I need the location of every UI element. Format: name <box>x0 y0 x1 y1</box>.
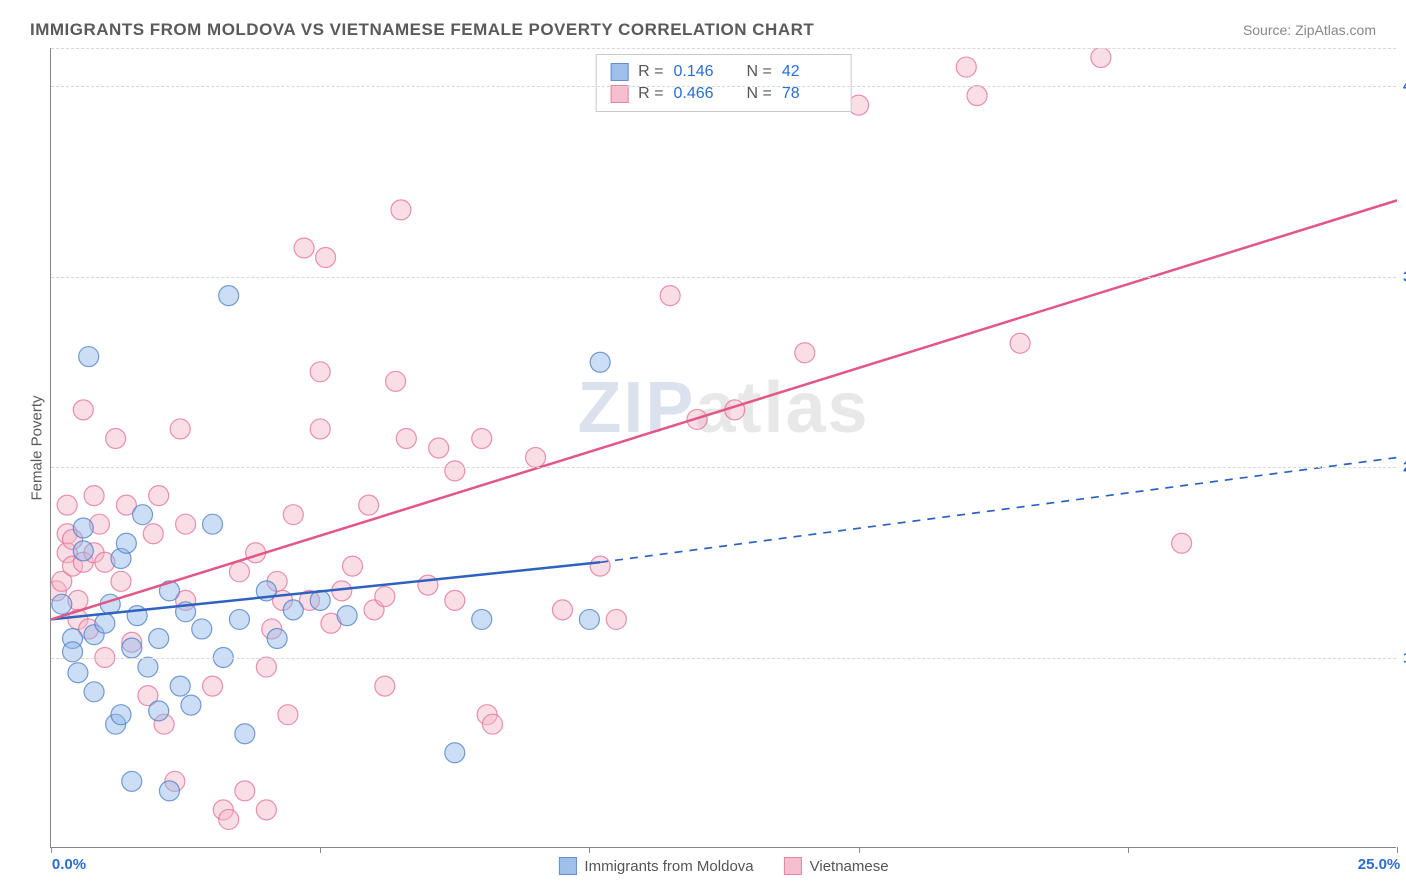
source-value: ZipAtlas.com <box>1295 22 1376 38</box>
legend-item-moldova: Immigrants from Moldova <box>558 857 753 875</box>
plot-area: Female Poverty ZIPatlas R = 0.146 N = 42… <box>50 48 1396 848</box>
moldova-label: Immigrants from Moldova <box>584 858 753 875</box>
legend-row-moldova: R = 0.146 N = 42 <box>610 61 837 83</box>
r-value-moldova: 0.146 <box>674 63 729 81</box>
n-value-moldova: 42 <box>782 63 837 81</box>
source: Source: ZipAtlas.com <box>1243 22 1376 38</box>
source-label: Source: <box>1243 22 1291 38</box>
vietnamese-swatch <box>784 857 802 875</box>
chart-title: IMMIGRANTS FROM MOLDOVA VS VIETNAMESE FE… <box>30 20 814 40</box>
series-legend: Immigrants from Moldova Vietnamese <box>558 857 888 875</box>
vietnamese-swatch <box>610 85 628 103</box>
r-value-vietnamese: 0.466 <box>674 85 729 103</box>
r-label: R = <box>638 63 663 81</box>
chart-container: IMMIGRANTS FROM MOLDOVA VS VIETNAMESE FE… <box>0 0 1406 892</box>
correlation-legend: R = 0.146 N = 42 R = 0.466 N = 78 <box>595 54 852 112</box>
scatter-plot-svg <box>51 48 1397 848</box>
moldova-swatch <box>558 857 576 875</box>
n-value-vietnamese: 78 <box>782 85 837 103</box>
r-label: R = <box>638 85 663 103</box>
legend-item-vietnamese: Vietnamese <box>784 857 889 875</box>
x-tick-label: 0.0% <box>52 856 86 873</box>
y-axis-label: Female Poverty <box>29 395 46 500</box>
n-label: N = <box>747 85 772 103</box>
x-tick-label: 25.0% <box>1358 856 1401 873</box>
header: IMMIGRANTS FROM MOLDOVA VS VIETNAMESE FE… <box>30 20 1376 40</box>
n-label: N = <box>747 63 772 81</box>
moldova-swatch <box>610 63 628 81</box>
vietnamese-label: Vietnamese <box>810 858 889 875</box>
